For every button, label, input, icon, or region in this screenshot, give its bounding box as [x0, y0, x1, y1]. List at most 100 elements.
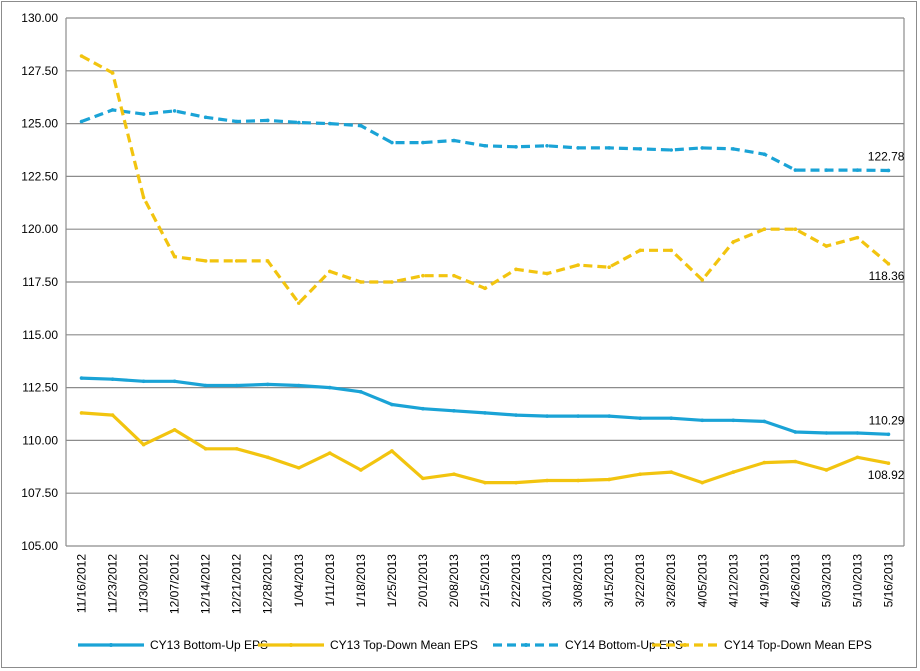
data-point [234, 447, 239, 451]
end-value-label: 122.78 [868, 149, 905, 163]
end-value-label: 118.36 [869, 269, 905, 283]
y-axis-ticks: 105.00 107.50 110.00 112.50 115.00 117.50 120.… [21, 11, 58, 553]
data-point [234, 259, 239, 263]
y-tick-label: 105.00 [21, 539, 58, 553]
data-point [234, 119, 239, 124]
data-point [452, 138, 456, 143]
data-point [793, 168, 798, 172]
y-tick-label: 115.00 [22, 328, 58, 342]
x-tick-label: 3/15/2013 [602, 554, 616, 608]
data-point [669, 470, 674, 474]
data-point [669, 148, 674, 152]
data-point [483, 480, 487, 485]
legend-marker [683, 643, 687, 647]
data-point [731, 418, 736, 423]
data-point [576, 263, 580, 267]
data-point [700, 480, 705, 485]
data-point [514, 480, 518, 485]
y-tick-label: 125.00 [21, 117, 58, 131]
data-point [607, 265, 611, 270]
data-point [700, 146, 705, 150]
data-point [483, 411, 487, 415]
data-point [296, 120, 301, 125]
x-tick-label: 5/10/2013 [850, 554, 864, 608]
x-tick-label: 3/22/2013 [633, 554, 647, 608]
data-point [359, 468, 363, 472]
x-tick-label: 11/16/2012 [75, 554, 89, 613]
data-point [855, 455, 860, 460]
data-point [824, 468, 829, 472]
data-point [576, 146, 580, 150]
y-tick-label: 130.00 [21, 11, 58, 25]
legend-label: CY13 Bottom-Up EPS [150, 638, 268, 652]
data-point [669, 248, 674, 253]
x-tick-label: 11/30/2012 [137, 554, 151, 613]
data-point [545, 478, 549, 483]
data-point [141, 112, 146, 116]
data-point [172, 109, 177, 113]
data-point [421, 273, 425, 278]
data-point [886, 461, 891, 466]
y-tick-label: 117.50 [22, 275, 58, 289]
end-value-label: 110.29 [869, 413, 905, 427]
data-point [421, 140, 425, 145]
data-point [545, 271, 549, 276]
data-point [328, 121, 332, 126]
data-point [762, 152, 767, 157]
data-point [328, 385, 332, 390]
x-tick-label: 12/28/2012 [261, 554, 275, 614]
data-point [793, 459, 798, 464]
x-tick-label: 3/08/2013 [571, 554, 585, 608]
data-point [483, 143, 487, 148]
data-point [762, 227, 767, 231]
data-point [483, 286, 487, 291]
data-point [421, 406, 425, 411]
data-point [638, 416, 642, 421]
data-point [855, 235, 860, 240]
data-point [79, 411, 84, 415]
data-point [855, 431, 860, 435]
data-point [886, 432, 891, 437]
data-point [359, 123, 363, 128]
data-point [234, 383, 239, 388]
data-point [762, 460, 767, 465]
x-tick-label: 3/01/2013 [540, 554, 554, 608]
x-tick-label: 4/26/2013 [788, 554, 802, 608]
data-point [824, 244, 829, 248]
data-point [172, 254, 177, 259]
y-tick-label: 127.50 [21, 64, 58, 78]
data-point [265, 118, 270, 123]
data-point [265, 382, 270, 387]
data-point [545, 414, 549, 418]
data-point [172, 428, 177, 432]
data-point [576, 478, 580, 483]
legend-label: CY14 Bottom-Up EPS [565, 638, 683, 652]
data-point [731, 147, 736, 151]
x-tick-label: 12/21/2012 [230, 554, 244, 614]
data-point [296, 301, 301, 305]
legend-marker [524, 643, 528, 647]
x-tick-label: 12/07/2012 [168, 554, 182, 614]
data-point [203, 447, 208, 451]
data-point [79, 54, 84, 58]
data-point [141, 379, 146, 384]
legend-marker [289, 643, 293, 647]
data-point [545, 143, 549, 148]
data-point [110, 377, 115, 381]
data-point [452, 273, 456, 278]
end-value-label: 108.92 [868, 468, 905, 482]
data-point [359, 280, 363, 284]
data-point [328, 269, 332, 274]
x-tick-label: 4/12/2013 [726, 554, 740, 608]
x-axis-ticks: 11/16/2012 11/23/2012 11/30/2012 12/07/2012… [75, 554, 896, 614]
x-tick-label: 4/19/2013 [757, 554, 771, 608]
data-point [110, 108, 115, 112]
data-point [421, 476, 425, 481]
data-point [359, 390, 363, 394]
series-line-3 [80, 54, 890, 305]
x-tick-label: 1/25/2013 [385, 554, 399, 608]
data-point [824, 431, 829, 435]
data-point [855, 168, 860, 172]
data-point [638, 147, 642, 151]
data-point [390, 449, 394, 453]
